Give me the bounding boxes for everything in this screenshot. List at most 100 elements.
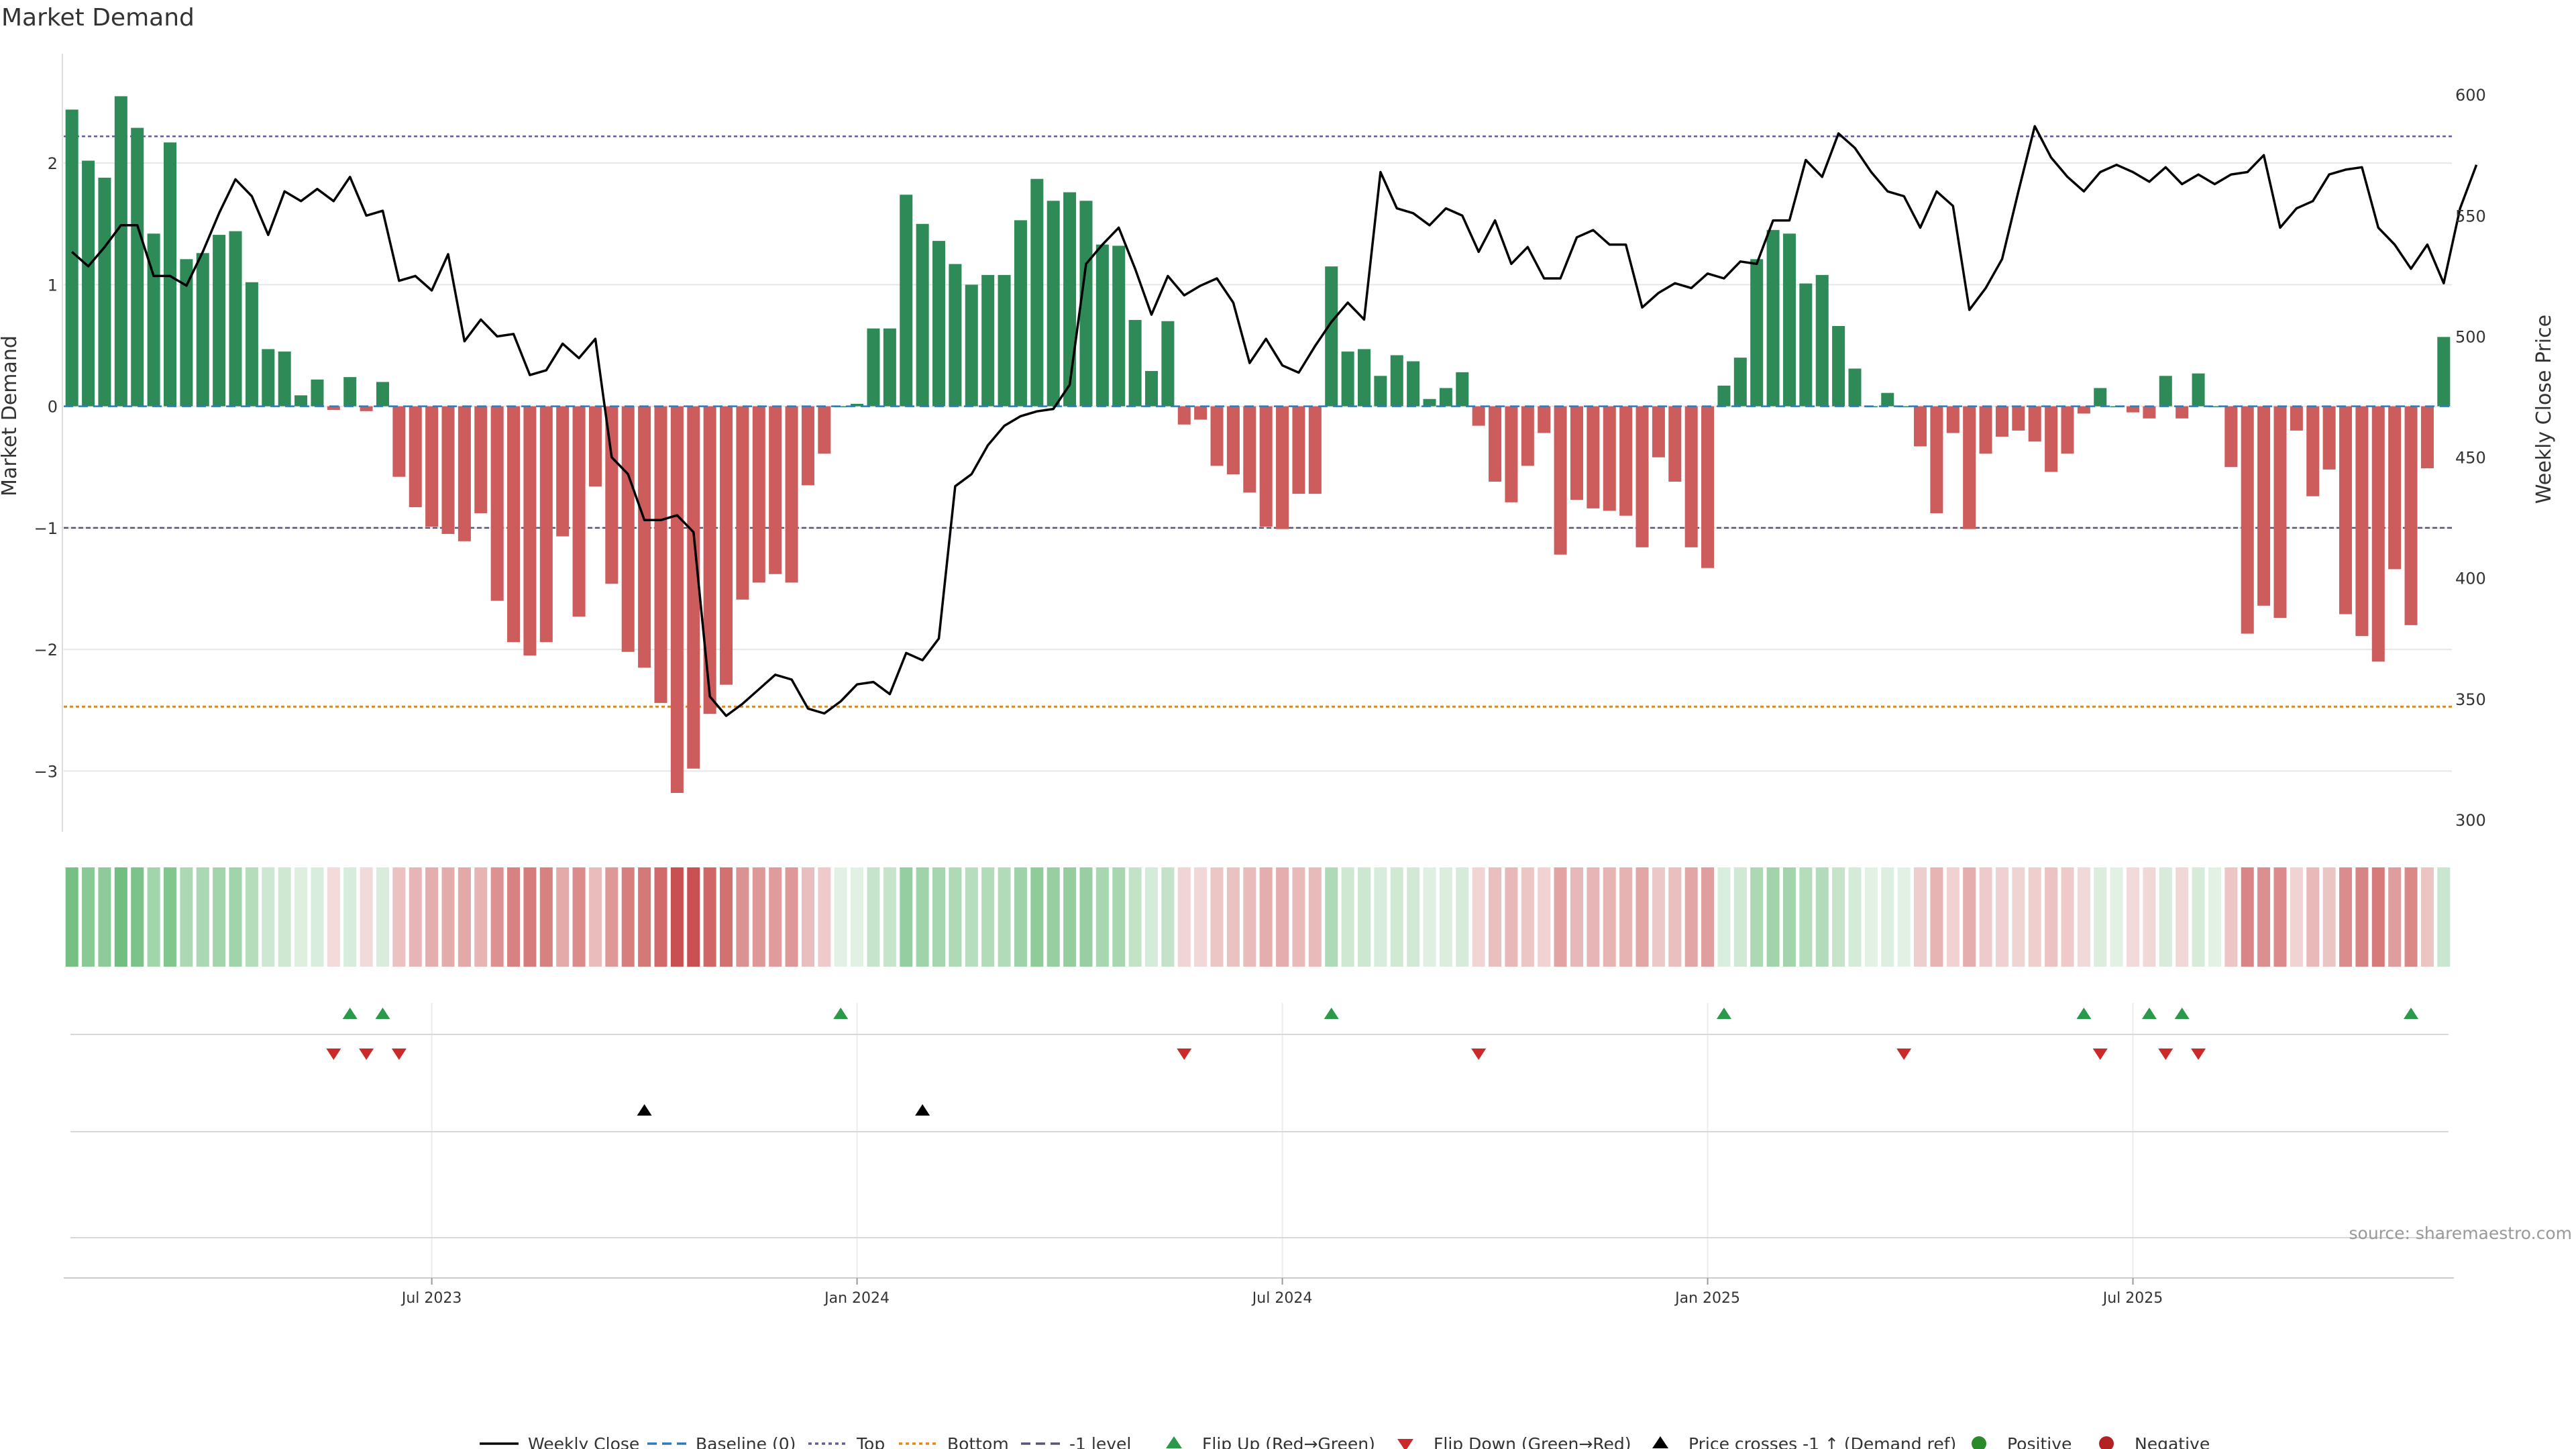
demand-bar xyxy=(2339,406,2353,614)
demand-bar xyxy=(1587,406,1600,508)
heat-cell xyxy=(278,867,291,967)
heat-cell xyxy=(1570,867,1583,967)
heat-cell xyxy=(949,867,962,967)
demand-bar xyxy=(2077,406,2090,414)
heat-cell xyxy=(1194,867,1208,967)
heat-cell xyxy=(2192,867,2205,967)
heat-cell xyxy=(1554,867,1567,967)
heat-cell xyxy=(82,867,95,967)
demand-bar xyxy=(1063,192,1077,407)
price-series-line xyxy=(71,125,2478,717)
heat-cell xyxy=(1341,867,1354,967)
legend-swatch xyxy=(1397,1439,1413,1449)
heat-cell xyxy=(163,867,177,967)
heat-cell xyxy=(229,867,242,967)
demand-bar xyxy=(1701,406,1715,568)
heat-cell xyxy=(1799,867,1813,967)
legend-swatch xyxy=(1972,1436,1986,1449)
heat-cell xyxy=(1243,867,1256,967)
x-tick-label: Jul 2023 xyxy=(400,1290,462,1307)
heat-cell xyxy=(1995,867,2008,967)
heat-cell xyxy=(572,867,586,967)
flip-up-marker xyxy=(2141,1008,2157,1019)
demand-bar xyxy=(343,377,357,407)
legend-item: Negative xyxy=(2099,1434,2210,1449)
right-tick-label: 400 xyxy=(2455,570,2486,588)
demand-heat-strip xyxy=(65,867,2451,967)
heat-cell xyxy=(539,867,553,967)
demand-bar xyxy=(1079,201,1093,407)
demand-bar xyxy=(916,223,929,407)
heat-cell xyxy=(834,867,847,967)
demand-bar xyxy=(1030,178,1044,407)
demand-bar xyxy=(1144,371,1159,407)
demand-bar xyxy=(1014,220,1027,407)
left-tick-label: 0 xyxy=(48,398,58,417)
heat-cell xyxy=(294,867,308,967)
demand-bar xyxy=(1226,406,1240,475)
demand-bar xyxy=(2290,406,2303,431)
heat-cell xyxy=(2420,867,2434,967)
heat-cell xyxy=(65,867,78,967)
demand-bar xyxy=(262,349,275,407)
legend: Weekly Close Baseline (0) Top Bottom -1 leve… xyxy=(480,1434,2210,1449)
heat-cell xyxy=(1325,867,1338,967)
demand-bar xyxy=(376,382,389,407)
heat-cell xyxy=(1456,867,1469,967)
x-tick-label: Jul 2024 xyxy=(1251,1290,1313,1307)
legend-item: Flip Down (Green→Red) xyxy=(1397,1434,1631,1449)
heat-cell xyxy=(2322,867,2336,967)
demand-bar xyxy=(1914,406,1927,447)
demand-bar xyxy=(785,406,798,583)
left-tick-label: 1 xyxy=(48,276,58,294)
heat-cell xyxy=(1603,867,1616,967)
demand-bar xyxy=(2224,406,2238,468)
demand-bar xyxy=(572,406,586,617)
demand-bar xyxy=(458,406,471,541)
right-tick-label: 450 xyxy=(2455,449,2486,468)
flip-down-marker xyxy=(2092,1049,2108,1060)
demand-bar xyxy=(1505,406,1518,502)
right-axis-label: Weekly Close Price xyxy=(2532,315,2556,504)
demand-bar xyxy=(1407,361,1420,407)
demand-bar xyxy=(1390,355,1403,407)
flip-up-marker xyxy=(342,1008,358,1019)
demand-bar xyxy=(2094,388,2107,407)
heat-cell xyxy=(425,867,439,967)
heat-cell xyxy=(965,867,978,967)
flip-down-marker xyxy=(1471,1049,1487,1060)
x-axis-ticks: Jul 2023 Jan 2024 Jul 2024 Jan 2025 Jul 2025 xyxy=(400,1278,2163,1307)
demand-bar xyxy=(425,406,439,527)
heat-cell xyxy=(916,867,929,967)
demand-bar xyxy=(2241,406,2254,634)
demand-bar xyxy=(2127,406,2140,413)
demand-bar xyxy=(2012,406,2025,431)
demand-bar xyxy=(2371,406,2385,662)
heat-cell xyxy=(1635,867,1649,967)
heat-cell xyxy=(131,867,144,967)
demand-bar xyxy=(1177,406,1191,425)
demand-bar xyxy=(1472,406,1485,426)
heat-cell xyxy=(1832,867,1845,967)
heat-cell xyxy=(2176,867,2189,967)
demand-bar xyxy=(474,406,488,514)
heat-cell xyxy=(1276,867,1289,967)
demand-bar xyxy=(1766,229,1780,407)
demand-bar xyxy=(1374,376,1387,407)
demand-bar xyxy=(1635,406,1649,547)
heat-cell xyxy=(1848,867,1862,967)
heat-cell xyxy=(1963,867,1976,967)
heat-cell xyxy=(245,867,258,967)
heat-cell xyxy=(2012,867,2025,967)
flip-down-marker xyxy=(1896,1049,1912,1060)
legend-swatch xyxy=(2099,1436,2114,1449)
flip-down-marker xyxy=(391,1049,407,1060)
demand-bar xyxy=(1128,319,1142,407)
flip-up-marker xyxy=(2404,1008,2419,1019)
flip-down-marker xyxy=(326,1049,341,1060)
demand-bar xyxy=(1930,406,1943,514)
heat-cell xyxy=(687,867,700,967)
flip-up-marker xyxy=(1324,1008,1339,1019)
heat-cell xyxy=(1619,867,1633,967)
demand-bar xyxy=(670,406,684,793)
